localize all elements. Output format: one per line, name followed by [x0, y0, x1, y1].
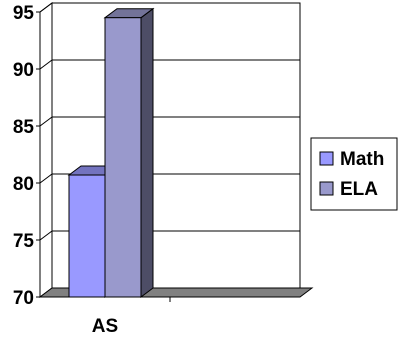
y-axis-ticks: 70 75 80 85 90 95 [13, 3, 40, 309]
legend-label-ela: ELA [340, 179, 378, 200]
x-axis-categories: AS [92, 297, 171, 337]
legend-swatch-math [319, 151, 334, 166]
y-tick-label: 70 [13, 288, 34, 309]
plot-side-wall [39, 2, 53, 298]
legend-swatch-ela [319, 181, 334, 196]
gridline [39, 59, 53, 70]
bar-math [68, 174, 106, 298]
legend-box [310, 137, 398, 211]
y-tick-label: 90 [13, 60, 34, 81]
gridline [39, 116, 53, 127]
bars [67, 7, 155, 298]
gridline [39, 230, 53, 241]
bar-side-ela [140, 7, 154, 298]
y-tick-label: 85 [13, 117, 35, 138]
bar-ela [104, 17, 142, 298]
gridline [39, 2, 53, 13]
x-category-label: AS [92, 316, 118, 337]
y-tick-label: 95 [13, 3, 35, 24]
legend-label-math: Math [340, 149, 384, 170]
y-tick-label: 80 [13, 174, 34, 195]
legend: Math ELA [310, 137, 398, 211]
y-tick-label: 75 [13, 231, 35, 252]
gridline [39, 173, 53, 184]
